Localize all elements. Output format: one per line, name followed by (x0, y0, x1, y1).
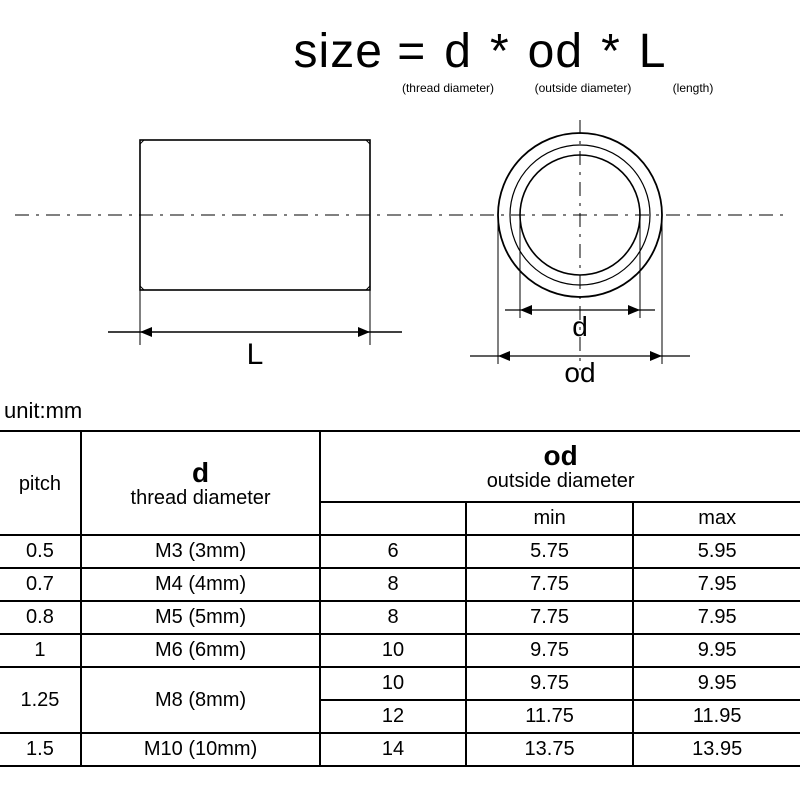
cell-d: M5 (5mm) (81, 601, 320, 634)
formula-L: L (639, 24, 667, 79)
cell-pitch: 1.5 (0, 733, 81, 766)
cell-pitch: 1.25 (0, 667, 81, 733)
spec-table-body: 0.5M3 (3mm)65.755.95 0.7M4 (4mm)87.757.95… (0, 535, 800, 766)
cell-nom: 8 (320, 601, 466, 634)
spec-table: pitch d thread diameter od outside diame… (0, 430, 800, 767)
cell-nom: 12 (320, 700, 466, 733)
side-view: L (108, 140, 402, 371)
cell-min: 9.75 (466, 634, 634, 667)
hdr-max: max (633, 502, 800, 535)
hdr-nom (320, 502, 466, 535)
formula-star1: * (490, 24, 510, 79)
formula-sub-l: (length) (663, 81, 723, 95)
dim-od-label: od (564, 357, 595, 388)
formula-prefix: size = (294, 24, 427, 79)
cell-max: 7.95 (633, 601, 800, 634)
cell-min: 13.75 (466, 733, 634, 766)
cell-max: 5.95 (633, 535, 800, 568)
cell-d: M4 (4mm) (81, 568, 320, 601)
cell-pitch: 0.7 (0, 568, 81, 601)
cell-d: M10 (10mm) (81, 733, 320, 766)
hdr-d: d thread diameter (81, 431, 320, 535)
hdr-min: min (466, 502, 634, 535)
formula-d: d (444, 24, 472, 79)
technical-diagram: L d od (0, 120, 800, 390)
cell-nom: 8 (320, 568, 466, 601)
cell-pitch: 0.8 (0, 601, 81, 634)
formula-sub-d: (thread diameter) (393, 81, 503, 95)
formula-star2: * (601, 24, 621, 79)
cell-pitch: 1 (0, 634, 81, 667)
cell-max: 9.95 (633, 667, 800, 700)
cell-d: M3 (3mm) (81, 535, 320, 568)
hdr-od: od outside diameter (320, 431, 800, 502)
cell-max: 13.95 (633, 733, 800, 766)
dim-d-label: d (572, 311, 588, 342)
cell-nom: 10 (320, 667, 466, 700)
cell-max: 11.95 (633, 700, 800, 733)
cell-nom: 10 (320, 634, 466, 667)
cell-d: M8 (8mm) (81, 667, 320, 733)
cell-nom: 14 (320, 733, 466, 766)
cell-max: 7.95 (633, 568, 800, 601)
cell-max: 9.95 (633, 634, 800, 667)
cell-d: M6 (6mm) (81, 634, 320, 667)
unit-label: unit:mm (4, 398, 82, 424)
cell-min: 5.75 (466, 535, 634, 568)
cell-min: 7.75 (466, 601, 634, 634)
cell-min: 7.75 (466, 568, 634, 601)
formula-sub-od: (outside diameter) (523, 81, 643, 95)
formula-od: od (528, 24, 583, 79)
diagram-svg: L d od (0, 120, 800, 390)
cell-min: 11.75 (466, 700, 634, 733)
end-view: d od (470, 120, 690, 388)
cell-nom: 6 (320, 535, 466, 568)
cell-pitch: 0.5 (0, 535, 81, 568)
hdr-pitch: pitch (0, 431, 81, 535)
dim-L-label: L (247, 338, 264, 371)
cell-min: 9.75 (466, 667, 634, 700)
size-formula: size = d * od * L (thread diameter) (out… (200, 24, 760, 95)
